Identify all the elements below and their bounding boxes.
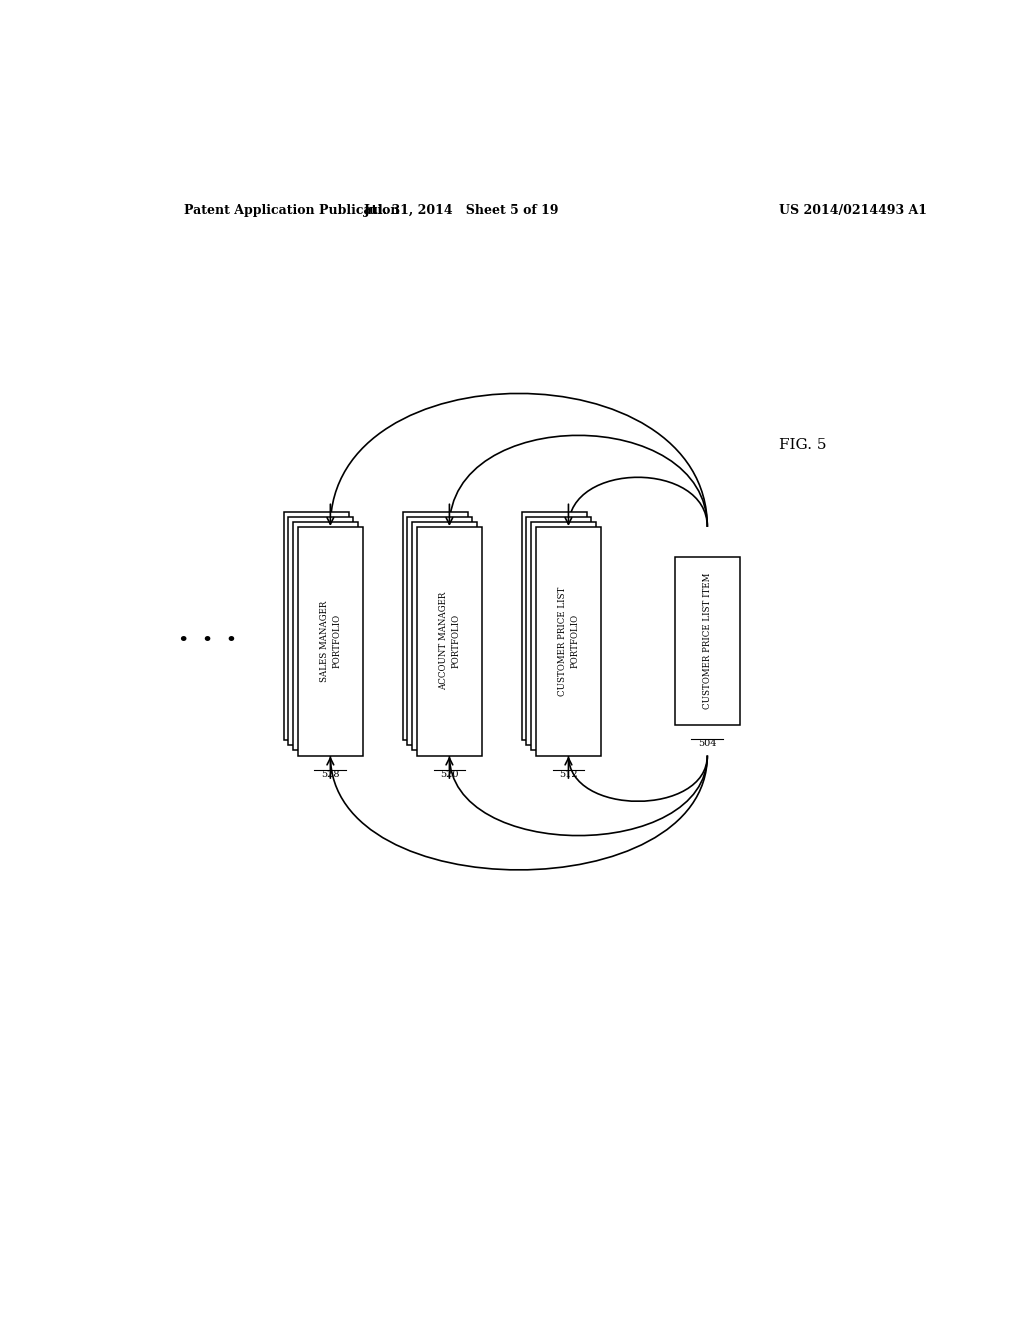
FancyBboxPatch shape xyxy=(521,512,587,741)
Text: 512: 512 xyxy=(559,770,578,779)
Text: CUSTOMER PRICE LIST ITEM: CUSTOMER PRICE LIST ITEM xyxy=(702,573,712,709)
FancyBboxPatch shape xyxy=(536,527,601,755)
FancyBboxPatch shape xyxy=(675,557,740,725)
FancyBboxPatch shape xyxy=(402,512,468,741)
Text: FIG. 5: FIG. 5 xyxy=(778,438,826,451)
Text: Jul. 31, 2014   Sheet 5 of 19: Jul. 31, 2014 Sheet 5 of 19 xyxy=(364,205,559,216)
FancyBboxPatch shape xyxy=(284,512,348,741)
FancyBboxPatch shape xyxy=(531,521,596,751)
Text: SALES MANAGER
PORTFOLIO: SALES MANAGER PORTFOLIO xyxy=(319,601,341,682)
FancyBboxPatch shape xyxy=(408,516,472,746)
Text: 504: 504 xyxy=(698,739,717,748)
Text: 520: 520 xyxy=(440,770,459,779)
Text: Patent Application Publication: Patent Application Publication xyxy=(183,205,399,216)
Text: US 2014/0214493 A1: US 2014/0214493 A1 xyxy=(778,205,927,216)
Text: •  •  •: • • • xyxy=(178,632,237,651)
FancyBboxPatch shape xyxy=(412,521,477,751)
FancyBboxPatch shape xyxy=(289,516,353,746)
Text: ACCOUNT MANAGER
PORTFOLIO: ACCOUNT MANAGER PORTFOLIO xyxy=(438,591,460,690)
FancyBboxPatch shape xyxy=(293,521,358,751)
FancyBboxPatch shape xyxy=(417,527,482,755)
Text: CUSTOMER PRICE LIST
PORTFOLIO: CUSTOMER PRICE LIST PORTFOLIO xyxy=(558,586,580,696)
Text: 528: 528 xyxy=(322,770,340,779)
FancyBboxPatch shape xyxy=(526,516,592,746)
FancyBboxPatch shape xyxy=(298,527,362,755)
